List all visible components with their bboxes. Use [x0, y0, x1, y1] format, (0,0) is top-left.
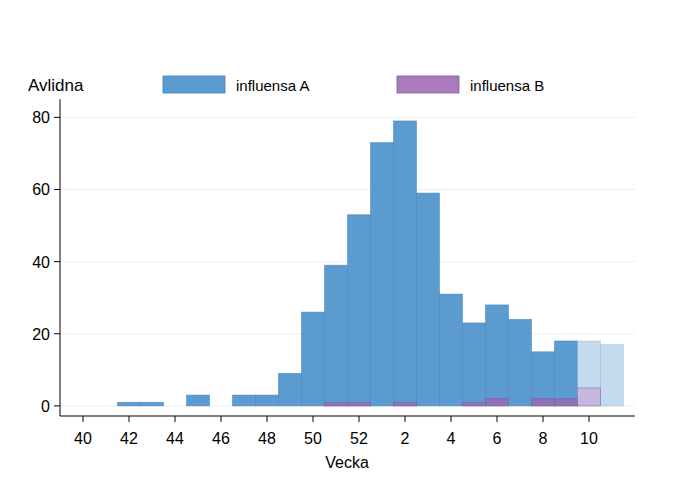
x-tick [129, 416, 130, 422]
y-tick [54, 189, 60, 190]
x-tick-label: 46 [212, 430, 230, 447]
bar [555, 399, 578, 406]
bar [256, 395, 279, 406]
x-tick [543, 416, 544, 422]
grid-line [60, 117, 635, 118]
bar [210, 405, 233, 406]
bar [141, 402, 164, 406]
chart: 02040608040424446485052246810VeckaAvlidn… [0, 0, 677, 493]
y-tick-label: 20 [32, 326, 50, 343]
y-tick [54, 333, 60, 334]
x-tick-label: 2 [401, 430, 410, 447]
series-bars [325, 388, 601, 406]
bar [509, 319, 532, 406]
bar [417, 193, 440, 406]
bar [463, 323, 486, 406]
bar [532, 399, 555, 406]
series-bars [118, 121, 624, 406]
bars [118, 121, 624, 406]
x-tick-label: 8 [539, 430, 548, 447]
x-tick-label: 6 [493, 430, 502, 447]
legend-label: influensa A [236, 77, 309, 94]
x-tick [221, 416, 222, 422]
y-axis-line [60, 99, 61, 416]
bar [118, 402, 141, 406]
bar [279, 373, 302, 405]
bar [187, 405, 210, 406]
y-tick-label: 60 [32, 181, 50, 198]
legend-swatch [163, 76, 225, 93]
x-tick [497, 416, 498, 422]
bar [417, 405, 440, 406]
bar [72, 405, 95, 406]
bar [141, 405, 164, 406]
legend: influensa A influensa B [163, 76, 544, 94]
bar [95, 405, 118, 406]
bar [463, 402, 486, 406]
bar [256, 405, 279, 406]
bar [394, 402, 417, 406]
grid [60, 117, 635, 406]
bar [486, 305, 509, 406]
bar [233, 405, 256, 406]
x-axis-title: Vecka [325, 454, 369, 471]
bar [348, 215, 371, 406]
bar [555, 341, 578, 406]
bar [233, 395, 256, 406]
y-tick-label: 0 [41, 398, 50, 415]
x-tick [451, 416, 452, 422]
x-tick-label: 48 [258, 430, 276, 447]
y-tick-label: 80 [32, 109, 50, 126]
x-tick [313, 416, 314, 422]
bar [348, 402, 371, 406]
bar [601, 405, 624, 406]
bar [72, 405, 95, 406]
x-tick [267, 416, 268, 422]
x-tick-label: 52 [350, 430, 368, 447]
y-tick-label: 40 [32, 254, 50, 271]
bar [509, 405, 532, 406]
bar [601, 345, 624, 406]
bar [532, 352, 555, 406]
bar [164, 405, 187, 406]
x-tick-label: 40 [74, 430, 92, 447]
bar [578, 341, 601, 406]
x-axis-line [60, 416, 635, 417]
bar [279, 405, 302, 406]
bar [164, 405, 187, 406]
x-tick-label: 50 [304, 430, 322, 447]
y-tick [54, 405, 60, 406]
bar [325, 402, 348, 406]
bar [371, 143, 394, 406]
bar [394, 121, 417, 406]
x-tick-label: 10 [580, 430, 598, 447]
bar [371, 405, 394, 406]
y-axis-title: Avlidna [28, 76, 84, 95]
bar [486, 399, 509, 406]
bar [578, 388, 601, 406]
bar [210, 405, 233, 406]
legend-swatch [397, 76, 459, 93]
x-tick [83, 416, 84, 422]
x-tick-label: 4 [447, 430, 456, 447]
x-tick [175, 416, 176, 422]
bar [440, 294, 463, 406]
bar [302, 405, 325, 406]
bar [187, 395, 210, 406]
bar [95, 405, 118, 406]
x-tick-label: 44 [166, 430, 184, 447]
x-tick-label: 42 [120, 430, 138, 447]
y-tick [54, 261, 60, 262]
axes: 02040608040424446485052246810 [32, 99, 635, 447]
bar [118, 405, 141, 406]
grid-line [60, 189, 635, 190]
x-tick [405, 416, 406, 422]
bar [325, 265, 348, 406]
legend-label: influensa B [470, 77, 544, 94]
bar [302, 312, 325, 406]
x-tick [589, 416, 590, 422]
y-tick [54, 117, 60, 118]
bar [440, 405, 463, 406]
x-tick [359, 416, 360, 422]
